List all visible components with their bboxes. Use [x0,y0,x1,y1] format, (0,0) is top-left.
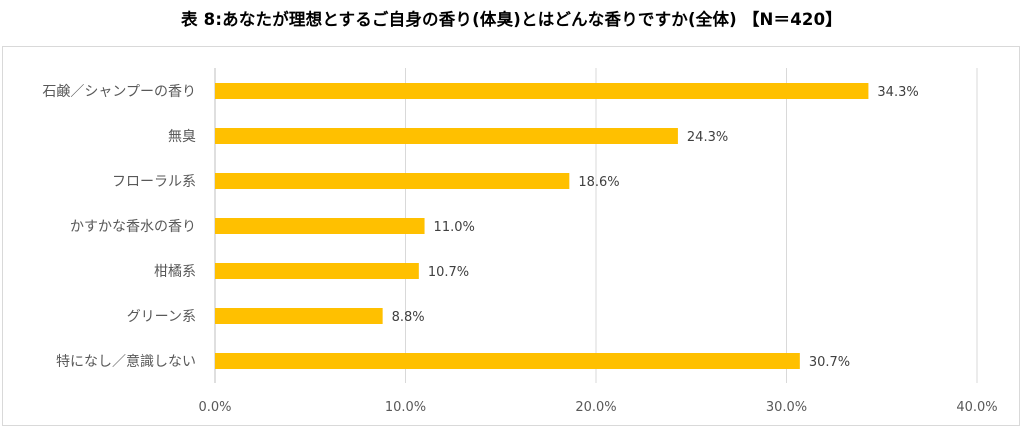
data-labels: 34.3% 24.3% 18.6% 11.0% 10.7% 8.8% 30.7% [392,85,919,370]
bar [215,308,383,324]
category-labels: 石鹸／シャンプーの香り無臭フローラル系かすかな香水の香り柑橘系グリーン系特になし… [42,84,196,370]
category-label: 特になし／意識しない [56,353,196,370]
bar [215,353,800,369]
bar [215,83,869,99]
bar [215,173,570,189]
data-label: 30.7% [809,355,850,370]
bar [215,218,425,234]
data-label: 24.3% [687,130,728,145]
category-label: 無臭 [168,129,196,145]
chart-frame [2,46,1020,426]
bars [215,83,869,369]
category-label: 石鹸／シャンプーの香り [42,84,196,100]
x-tick-labels: 0.0% 10.0% 20.0% 30.0% 40.0% [198,400,997,415]
category-label: 柑橘系 [154,264,196,280]
category-label: かすかな香水の香り [70,219,196,235]
bar [215,263,419,279]
data-label: 8.8% [392,310,425,325]
x-tick-label: 20.0% [575,400,616,415]
chart-title: 表 8:あなたが理想とするご自身の香り(体臭)とはどんな香りですか(全体) 【N… [181,10,842,29]
x-tick-label: 40.0% [956,400,997,415]
x-tick-label: 0.0% [198,400,231,415]
category-label: フローラル系 [112,174,196,190]
x-tick-label: 30.0% [766,400,807,415]
data-label: 34.3% [877,85,918,100]
x-tick-label: 10.0% [385,400,426,415]
data-label: 18.6% [578,175,619,190]
data-label: 10.7% [428,265,469,280]
bar [215,128,678,144]
category-label: グリーン系 [127,309,196,325]
data-label: 11.0% [434,220,475,235]
